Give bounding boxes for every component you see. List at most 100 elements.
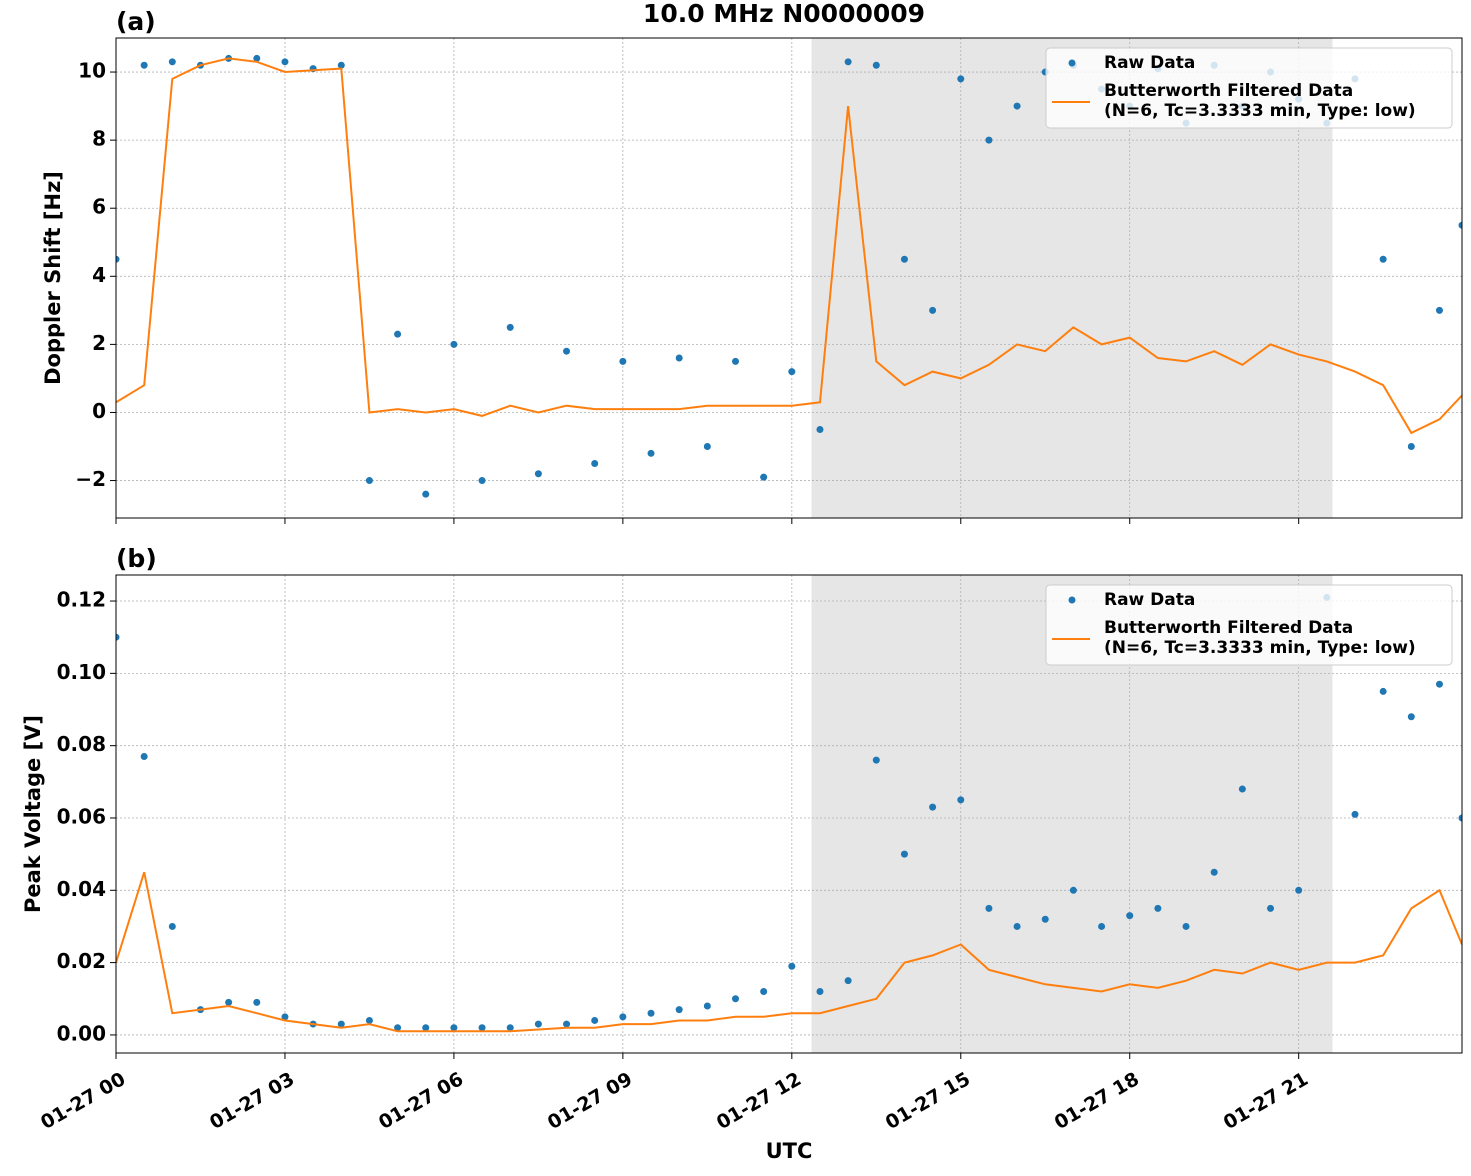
raw-point [394, 330, 402, 338]
raw-point [816, 988, 824, 996]
legend-label: Butterworth Filtered Data (N=6, Tc=3.3333… [1104, 618, 1416, 658]
x-tick-label: 01-27 06 [375, 1068, 467, 1134]
raw-point [563, 347, 571, 355]
y-tick-label: 10 [78, 59, 106, 83]
raw-point [253, 998, 261, 1006]
y-tick-label: 2 [92, 331, 106, 355]
legend-label: Raw Data [1104, 590, 1195, 610]
raw-point [140, 61, 148, 69]
raw-point [1379, 687, 1387, 695]
raw-point [872, 756, 880, 764]
raw-point [900, 850, 908, 858]
axes-frame [115, 37, 1463, 519]
raw-point [1435, 680, 1443, 688]
y-tick-label: 0.04 [57, 877, 106, 901]
raw-point [788, 962, 796, 970]
raw-point [116, 255, 120, 263]
y-tick-label: 8 [92, 127, 106, 151]
panel: 01-27 00 01-27 03 01-27 06 01-27 09 01-27 12… [21, 544, 1463, 1163]
raw-point [1435, 306, 1443, 314]
y-axis-label: Doppler Shift [Hz] [41, 171, 65, 385]
legend-label: Butterworth Filtered Data (N=6, Tc=3.3333… [1104, 81, 1416, 121]
raw-point [900, 255, 908, 263]
raw-point [394, 1024, 402, 1032]
raw-point [116, 633, 120, 641]
x-tick-label: 01-27 03 [206, 1068, 298, 1134]
x-tick-label: 01-27 09 [544, 1068, 636, 1134]
raw-point [450, 340, 458, 348]
raw-point [337, 61, 345, 69]
legend-marker [1068, 59, 1076, 67]
x-tick-label: 01-27 18 [1051, 1068, 1143, 1134]
raw-point [760, 473, 768, 481]
raw-point [365, 477, 373, 485]
raw-point [1013, 922, 1021, 930]
raw-point [168, 922, 176, 930]
panel: −2 0 2 4 6 8 10 10.0 MHz N0000009 (a) Doppler Shi… [41, 0, 1463, 524]
legend-label: Raw Data [1104, 53, 1195, 73]
raw-point [422, 490, 430, 498]
raw-point [872, 61, 880, 69]
legend: Raw Data Butterworth Filtered Data (N=6, T… [1045, 584, 1453, 666]
x-tick-label: 01-27 15 [882, 1068, 974, 1134]
raw-point [957, 75, 965, 83]
legend-box [1045, 584, 1453, 666]
raw-point [365, 1016, 373, 1024]
y-tick-label: 0 [92, 399, 106, 423]
raw-point [929, 306, 937, 314]
raw-point [337, 1020, 345, 1028]
data [116, 593, 1462, 1033]
raw-point [1154, 904, 1162, 912]
raw-point [281, 58, 289, 66]
raw-point [647, 1009, 655, 1017]
x-axis-label: UTC [766, 1139, 813, 1163]
axes-frame [115, 574, 1463, 1054]
raw-point [534, 470, 542, 478]
raw-point [703, 443, 711, 451]
raw-point [1069, 886, 1077, 894]
raw-point [450, 1024, 458, 1032]
raw-point [703, 1002, 711, 1010]
y-tick-label: 0.02 [57, 949, 106, 973]
raw-point [731, 357, 739, 365]
raw-point [788, 368, 796, 376]
raw-point [1267, 904, 1275, 912]
raw-point [1013, 102, 1021, 110]
raw-point [1041, 915, 1049, 923]
raw-point [816, 425, 824, 433]
legend-marker [1068, 596, 1076, 604]
raw-point [619, 1013, 627, 1021]
raw-point [844, 977, 852, 985]
raw-point [844, 58, 852, 66]
raw-point [731, 995, 739, 1003]
y-tick-label: 0.00 [57, 1021, 106, 1045]
raw-point [422, 1024, 430, 1032]
x-tick-label: 01-27 21 [1220, 1068, 1312, 1134]
raw-point [985, 904, 993, 912]
x-tick-label: 01-27 12 [713, 1068, 805, 1134]
raw-point [140, 753, 148, 761]
raw-point [760, 988, 768, 996]
y-tick-label: 0.08 [57, 732, 106, 756]
y-axis-label: Peak Voltage [V] [21, 715, 45, 913]
raw-point [1379, 255, 1387, 263]
raw-point [478, 477, 486, 485]
raw-point [1210, 868, 1218, 876]
y-tick-label: −2 [75, 467, 106, 491]
raw-point [1295, 886, 1303, 894]
raw-point [225, 998, 233, 1006]
y-tick-label: 4 [92, 263, 106, 287]
raw-point [1407, 443, 1415, 451]
raw-point [1458, 221, 1462, 229]
y-tick-label: 0.10 [57, 660, 106, 684]
raw-point [168, 58, 176, 66]
raw-point [1458, 814, 1462, 822]
raw-point [591, 1016, 599, 1024]
raw-point [534, 1020, 542, 1028]
y-tick-label: 0.12 [57, 588, 106, 612]
legend-box [1045, 47, 1453, 129]
raw-point [647, 449, 655, 457]
raw-point [929, 803, 937, 811]
raw-point [506, 323, 514, 331]
raw-point [675, 354, 683, 362]
